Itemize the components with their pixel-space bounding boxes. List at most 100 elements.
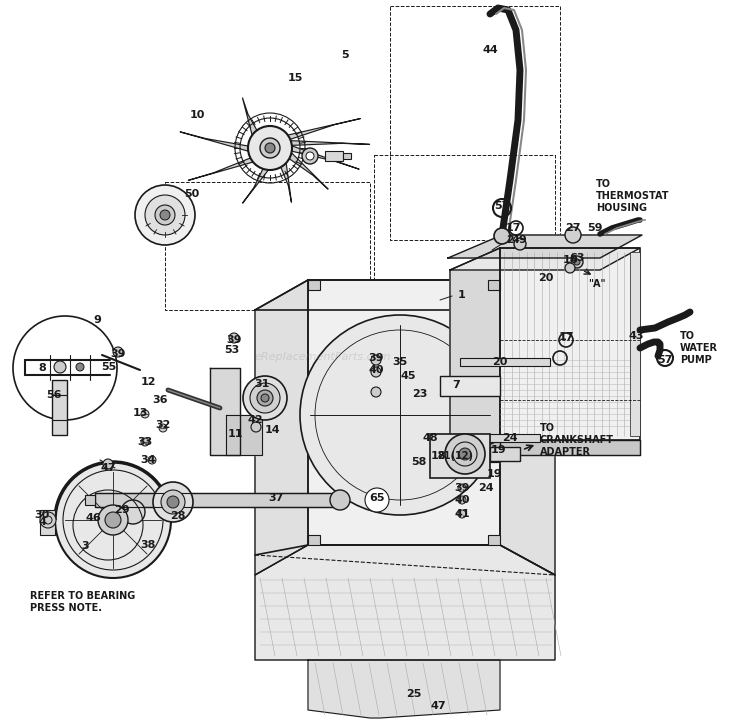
Circle shape [159,424,167,432]
Text: TO
THERMOSTAT
HOUSING: TO THERMOSTAT HOUSING [596,179,670,213]
Polygon shape [180,132,249,151]
Circle shape [302,148,318,164]
Text: 39: 39 [368,353,384,363]
Circle shape [155,205,175,225]
Text: 56: 56 [46,390,62,400]
Circle shape [458,510,466,518]
Circle shape [571,256,583,268]
Text: 57: 57 [657,355,673,365]
Text: 39: 39 [226,335,242,345]
Polygon shape [308,280,500,545]
Bar [488,535,500,545]
Circle shape [248,126,292,170]
Text: 37: 37 [268,493,284,503]
Circle shape [229,333,239,343]
Text: 47: 47 [430,701,445,711]
Circle shape [365,488,389,512]
Polygon shape [281,118,360,140]
Polygon shape [500,440,640,455]
Text: 15: 15 [287,73,303,83]
Text: 18: 18 [430,451,445,461]
Polygon shape [308,660,500,718]
Circle shape [565,263,575,273]
Bar [490,447,520,461]
Text: 4: 4 [38,517,46,527]
Text: TO
CRANKSHAFT
ADAPTER: TO CRANKSHAFT ADAPTER [540,423,614,457]
Polygon shape [288,141,370,146]
Text: 49: 49 [512,235,526,245]
Text: 11: 11 [227,429,243,439]
Bar [630,252,640,436]
Text: 12: 12 [140,377,156,387]
Text: 20: 20 [538,273,554,283]
Polygon shape [450,248,500,462]
Text: "A": "A" [588,279,605,289]
Circle shape [459,448,471,460]
Circle shape [160,210,170,220]
Bar [85,495,95,505]
Text: 19: 19 [486,469,502,479]
Text: 24: 24 [478,483,494,493]
Circle shape [76,363,84,371]
Circle shape [121,500,145,524]
Polygon shape [255,280,308,575]
Circle shape [565,227,581,243]
Bar [343,153,351,159]
Text: 35: 35 [392,357,408,367]
Bar [308,280,320,290]
Text: 46: 46 [85,513,100,523]
Polygon shape [500,248,640,440]
Circle shape [257,390,273,406]
Text: 9: 9 [93,315,101,325]
Bar [460,358,550,366]
Text: 65: 65 [369,493,385,503]
Circle shape [44,516,52,524]
Circle shape [153,482,193,522]
Text: 16: 16 [563,255,579,265]
Circle shape [161,490,185,514]
Circle shape [514,238,526,250]
Polygon shape [242,98,260,139]
Text: 42: 42 [248,415,262,425]
Circle shape [330,490,350,510]
Circle shape [371,367,381,377]
Circle shape [40,512,56,528]
Circle shape [243,376,287,420]
Circle shape [113,347,123,357]
Text: 58: 58 [411,457,427,467]
Text: REFER TO BEARING
PRESS NOTE.: REFER TO BEARING PRESS NOTE. [30,590,135,613]
Circle shape [250,383,280,413]
Text: 28: 28 [170,511,186,521]
Text: 47: 47 [100,463,116,473]
Circle shape [260,138,280,158]
Circle shape [167,496,179,508]
Polygon shape [188,156,260,180]
Text: 39: 39 [454,483,470,493]
Circle shape [55,462,171,578]
Text: 39: 39 [110,349,126,359]
Circle shape [371,387,381,397]
Polygon shape [450,248,640,270]
Circle shape [135,185,195,245]
Text: 13: 13 [132,408,148,418]
Circle shape [453,442,477,466]
Text: 17: 17 [506,223,520,233]
Text: 43: 43 [628,331,644,341]
Polygon shape [450,440,500,462]
Text: 19: 19 [490,445,506,455]
Text: 1: 1 [458,290,466,300]
Text: 23: 23 [413,389,428,399]
Bar [325,151,343,161]
Text: 3: 3 [81,541,88,551]
Polygon shape [210,368,240,455]
Text: 57: 57 [494,201,510,211]
Circle shape [145,195,185,235]
Polygon shape [500,280,555,575]
Bar [430,434,490,478]
Polygon shape [448,235,642,258]
Text: 63: 63 [569,253,585,263]
Text: 40: 40 [368,365,384,375]
Text: 14: 14 [264,425,280,435]
Bar [40,510,55,535]
Circle shape [251,422,261,432]
